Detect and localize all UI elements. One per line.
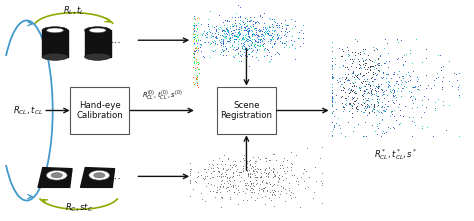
Text: $R_{CL}^{(0)},t_{CL}^{(0)},s^{(0)}$: $R_{CL}^{(0)},t_{CL}^{(0)},s^{(0)}$ — [142, 89, 182, 103]
Ellipse shape — [42, 53, 68, 60]
Polygon shape — [81, 168, 115, 187]
Text: Hand-eye
Calibration: Hand-eye Calibration — [77, 101, 123, 120]
Text: $R_L,t_L$: $R_L,t_L$ — [63, 4, 85, 17]
Polygon shape — [38, 168, 72, 187]
Text: $R_{CL},t_{CL}$: $R_{CL},t_{CL}$ — [12, 104, 43, 117]
Circle shape — [51, 173, 63, 178]
Ellipse shape — [84, 53, 110, 60]
Ellipse shape — [42, 27, 68, 34]
Circle shape — [46, 170, 67, 180]
Polygon shape — [84, 30, 110, 57]
FancyBboxPatch shape — [71, 88, 129, 133]
Circle shape — [89, 170, 109, 180]
Text: Scene
Registration: Scene Registration — [220, 101, 273, 120]
Text: $R^*_{CL},t^*_{CL},s^*$: $R^*_{CL},t^*_{CL},s^*$ — [374, 147, 417, 162]
Circle shape — [93, 173, 105, 178]
Polygon shape — [42, 30, 68, 57]
Text: $R_C,st_C$: $R_C,st_C$ — [64, 202, 93, 214]
FancyBboxPatch shape — [217, 88, 276, 133]
Text: ...: ... — [111, 171, 122, 181]
Ellipse shape — [84, 27, 110, 34]
Ellipse shape — [89, 28, 106, 33]
Text: ...: ... — [111, 35, 122, 45]
Ellipse shape — [46, 28, 64, 33]
